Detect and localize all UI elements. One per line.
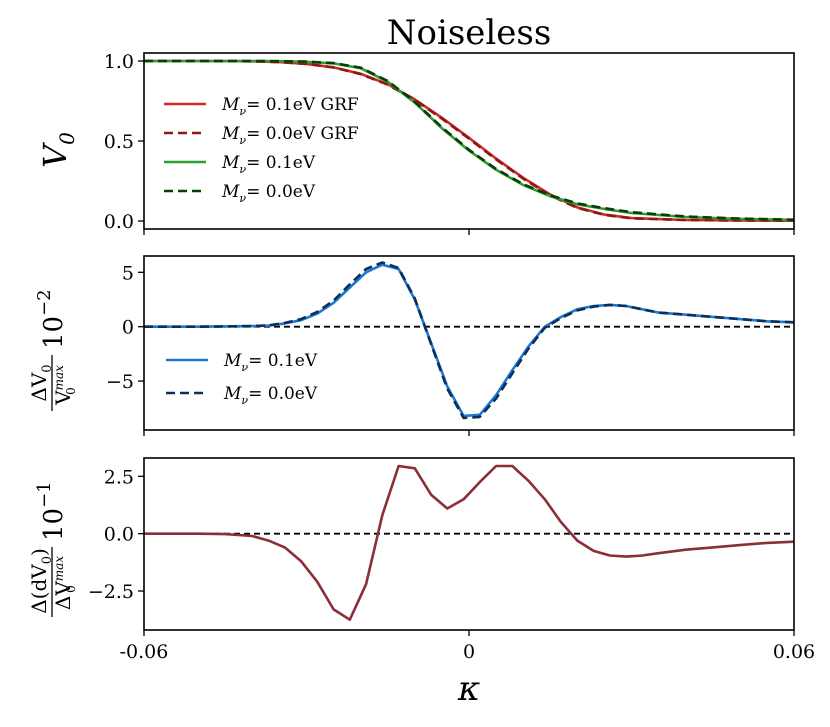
top-ylabel: V0 (36, 132, 79, 168)
middle-ytick-label: 0 (122, 317, 134, 339)
svg-text:Δ(dV0): Δ(dV0) (27, 548, 55, 614)
svg-text:0: 0 (64, 387, 78, 395)
top-legend-label: Mν= 0.1eV (221, 153, 316, 176)
panel-bottom: −2.5 0.0 2.5 -0.06 0 0.06 (88, 457, 815, 663)
top-ytick-label: 0.5 (104, 131, 134, 153)
panel-middle: −5 0 5 Mν= 0.1eV Mν= 0.0eV (106, 255, 795, 436)
bottom-xtick-label: 0.06 (773, 641, 815, 663)
svg-text:Vmax: Vmax (51, 365, 75, 406)
top-ytick-label: 0.0 (104, 211, 134, 233)
panel-top: 0.0 0.5 1.0 Mν= 0.1eV GRF Mν= 0.0eV GRF Mν= 0… (104, 51, 795, 235)
bottom-axes-frame (143, 457, 795, 631)
top-series-1-line (144, 59, 795, 222)
middle-legend-label: Mν= 0.0eV (223, 384, 318, 407)
x-axis-label: κ (457, 669, 480, 709)
svg-text:10−2: 10−2 (34, 289, 69, 349)
bottom-series-0-line (144, 464, 795, 622)
top-legend-label: Mν= 0.0eV (221, 182, 316, 205)
bottom-ytick-label: 2.5 (104, 466, 134, 488)
middle-ytick-label: −5 (106, 371, 134, 393)
bottom-ytick-label: −2.5 (88, 581, 134, 603)
svg-text:ΔVmax: ΔVmax (51, 556, 75, 610)
bottom-xtick-label: -0.06 (120, 641, 169, 663)
svg-text:ΔV0: ΔV0 (27, 364, 55, 401)
top-legend-label: Mν= 0.1eV GRF (221, 95, 359, 118)
middle-legend-label: Mν= 0.1eV (223, 351, 318, 374)
top-series-3-line (144, 59, 795, 221)
svg-text:0: 0 (64, 585, 78, 593)
middle-ylabel: ΔV0 Vmax 0 10−2 (27, 289, 78, 411)
svg-text:10−1: 10−1 (34, 481, 69, 541)
bottom-xtick-label: 0 (463, 641, 475, 663)
bottom-ytick-label: 0.0 (104, 524, 134, 546)
figure-title: Noiseless (387, 13, 552, 53)
top-ytick-label: 1.0 (104, 51, 134, 73)
top-legend-label: Mν= 0.0eV GRF (221, 124, 359, 147)
middle-series-1-line (144, 261, 795, 420)
middle-ytick-label: 5 (122, 262, 134, 284)
bottom-ylabel: Δ(dV0) ΔVmax 0 10−1 (27, 481, 78, 617)
